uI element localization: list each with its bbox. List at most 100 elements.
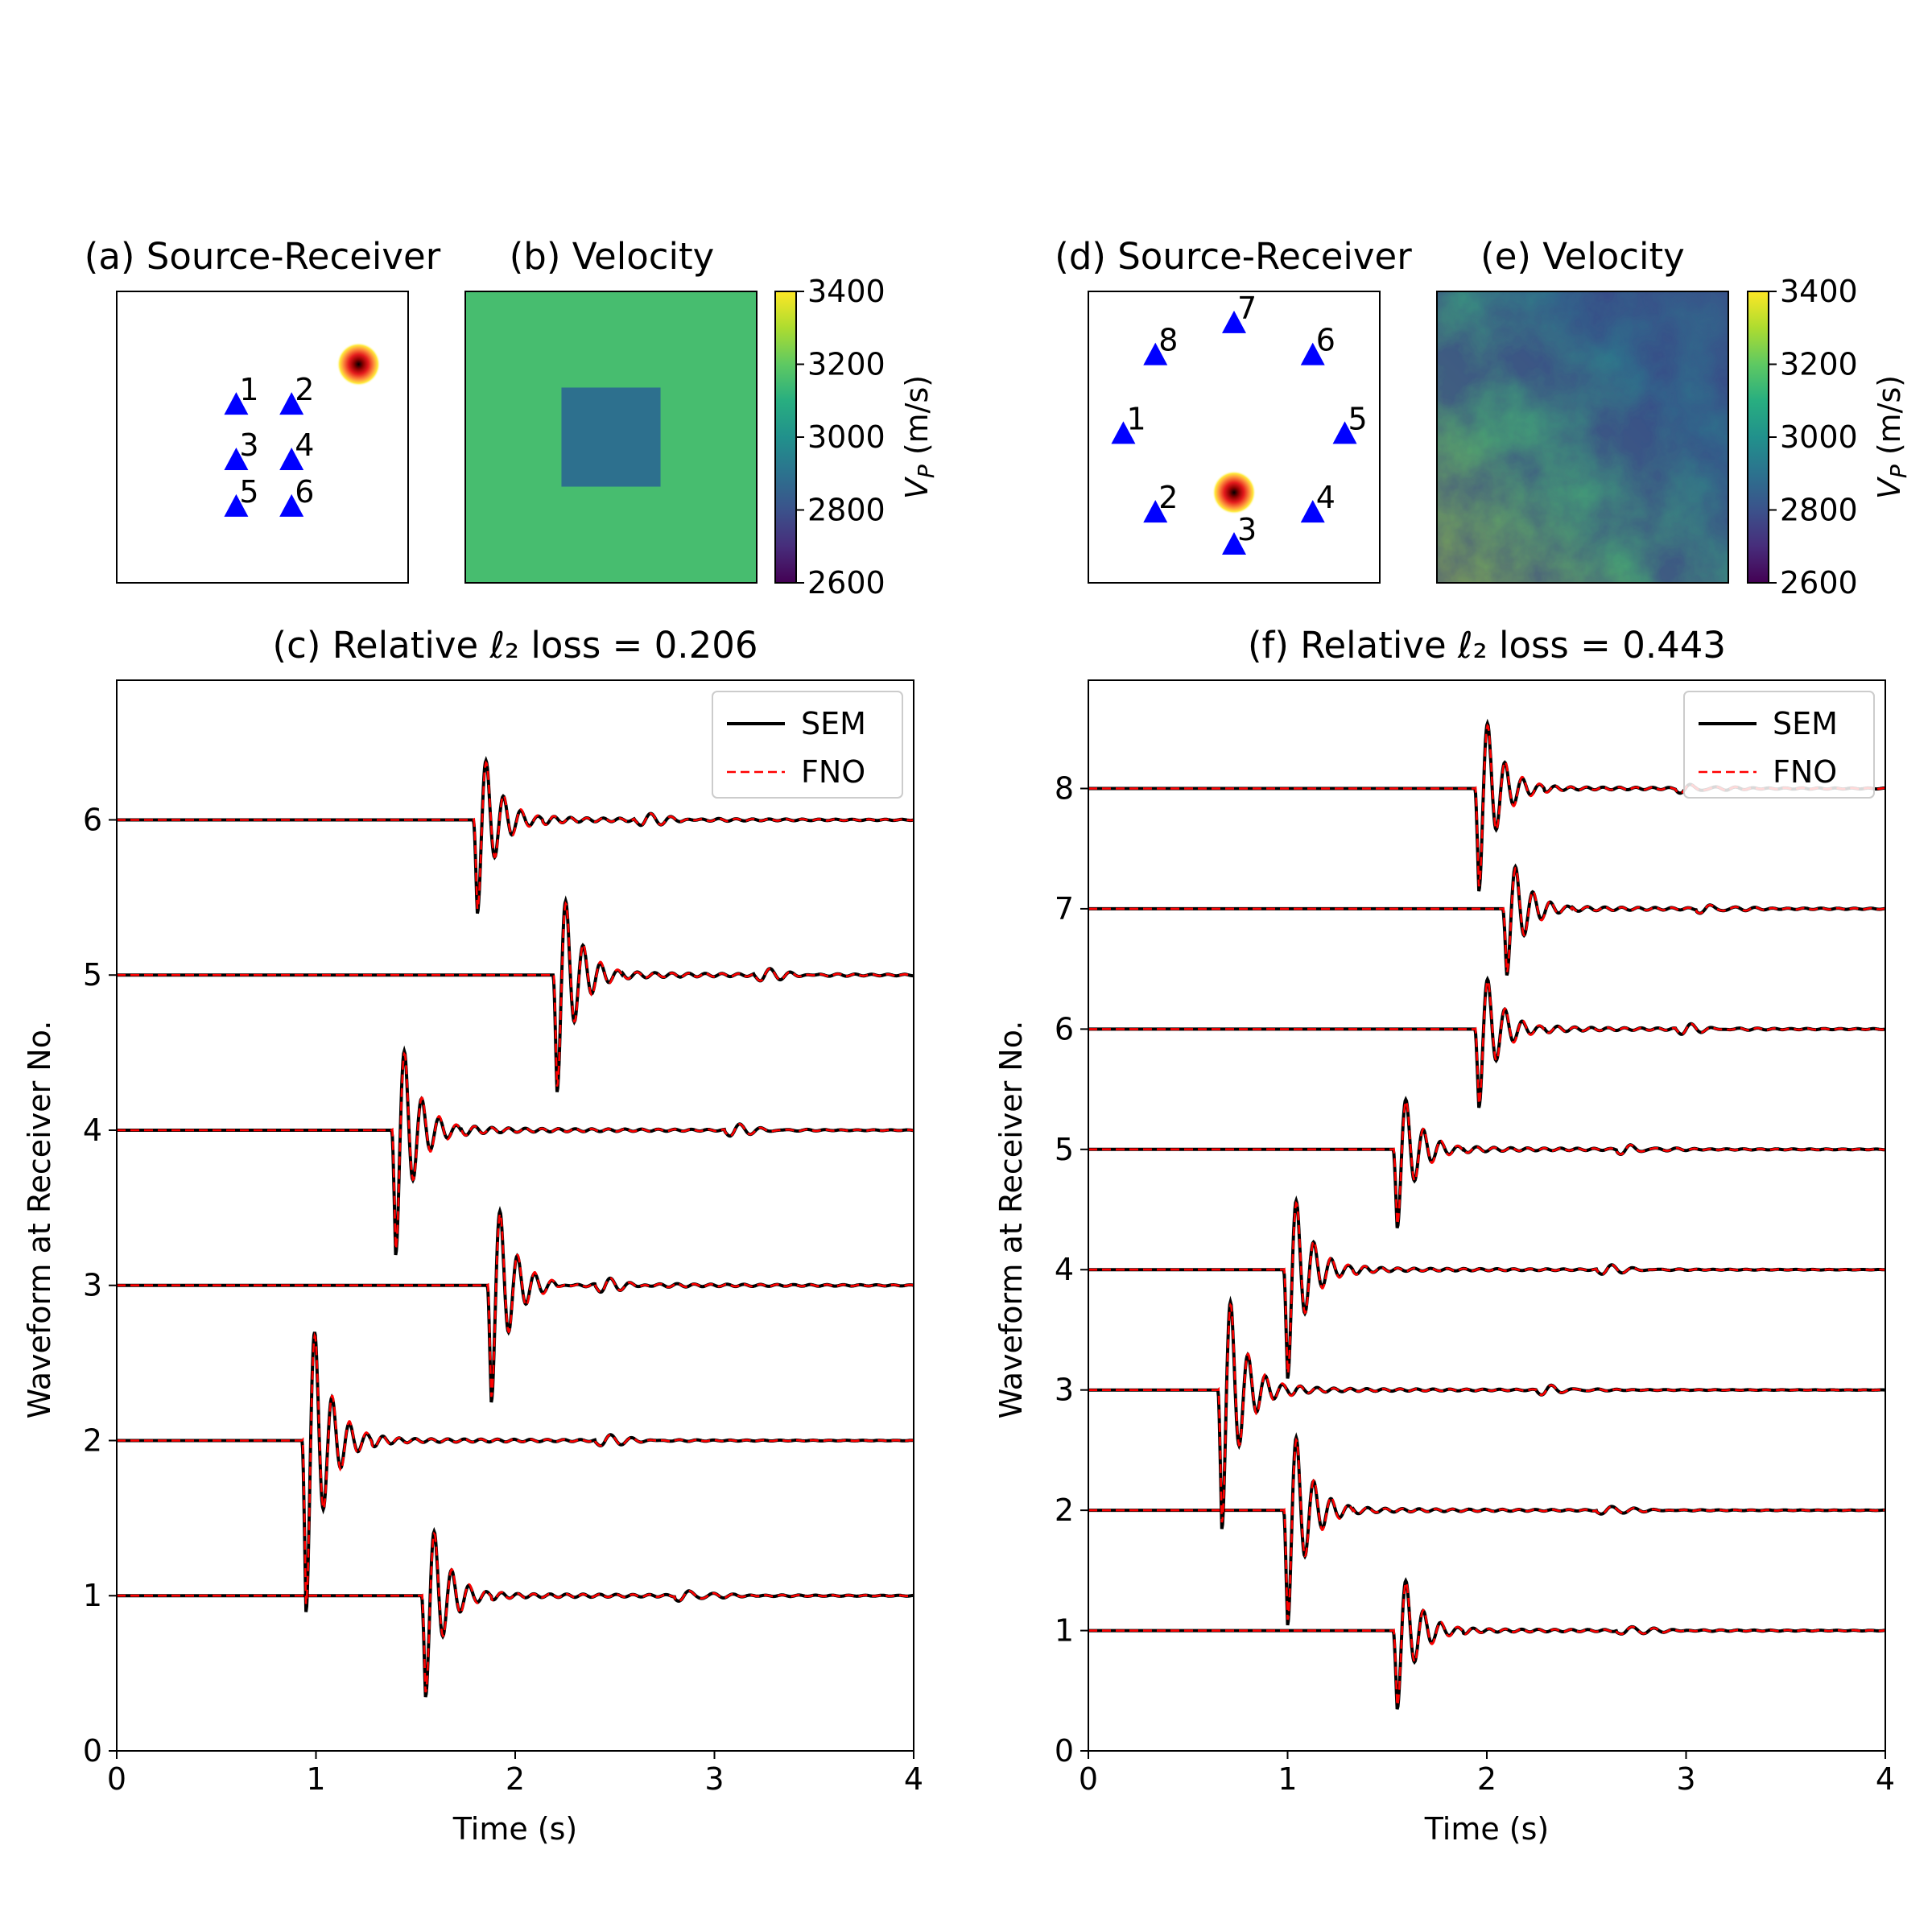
receiver-label: 7 <box>1237 291 1257 326</box>
fno-trace-receiver-4 <box>1088 1200 1885 1374</box>
source-marker <box>336 342 381 386</box>
map-frame <box>1088 291 1381 584</box>
receiver-marker <box>1143 500 1168 523</box>
panel-f-ylabel: Waveform at Receiver No. <box>993 1021 1029 1419</box>
receiver-marker <box>279 392 304 415</box>
panel-b-title: (b) Velocity <box>510 235 715 278</box>
y-tick-label: 6 <box>83 802 102 837</box>
map-frame <box>1436 291 1729 584</box>
colorbar-label: VP (m/s) <box>1872 375 1912 499</box>
x-tick-label: 2 <box>506 1761 525 1797</box>
x-tick-label: 4 <box>904 1761 923 1797</box>
receiver-label: 2 <box>295 372 314 407</box>
fno-trace-receiver-2 <box>1088 1437 1885 1620</box>
trace-group <box>1088 718 1885 1710</box>
x-tick-label: 1 <box>306 1761 325 1797</box>
y-tick-label: 8 <box>1055 770 1074 806</box>
panel-e-velocity-map: 3400 3200 3000 2800 2600 VP (m/s) <box>1436 274 1912 601</box>
panel-e-title: (e) Velocity <box>1480 235 1685 278</box>
fno-trace-receiver-1 <box>117 1531 914 1693</box>
plot-area <box>1088 680 1885 1751</box>
velocity-inclusion <box>561 387 661 487</box>
receiver-label: 6 <box>295 474 314 510</box>
receiver-label: 5 <box>1348 401 1368 436</box>
receiver-marker <box>1111 421 1136 444</box>
receiver-label: 6 <box>1316 323 1335 358</box>
map-frame <box>464 291 758 584</box>
y-tick-label: 5 <box>83 957 102 993</box>
fno-trace-receiver-4 <box>117 1051 914 1249</box>
colorbar-tick-label: 2800 <box>807 493 886 528</box>
panel-d-source-receiver: 1 2 3 4 5 6 7 8 <box>1088 291 1381 584</box>
x-tick-label: 1 <box>1278 1761 1297 1797</box>
y-tick-label: 5 <box>1055 1132 1074 1167</box>
fno-trace-receiver-5 <box>117 901 914 1087</box>
fno-trace-receiver-6 <box>1088 979 1885 1104</box>
plot-area <box>117 680 914 1751</box>
receiver-marker <box>1143 342 1168 365</box>
colorbar-tick-label: 3000 <box>807 419 886 455</box>
panel-c-title: (c) Relative ℓ₂ loss = 0.206 <box>273 624 758 667</box>
receiver-marker <box>224 392 249 415</box>
receiver-marker <box>1222 531 1246 555</box>
panel-c-xlabel: Time (s) <box>452 1811 578 1847</box>
y-tick-label: 4 <box>83 1113 102 1148</box>
colorbar-tick-label: 3200 <box>807 347 886 382</box>
y-tick-label: 0 <box>1055 1733 1074 1769</box>
colorbar <box>774 291 797 584</box>
panel-c-waveforms: 0 1 2 3 4 0 1 2 3 4 5 6 SEM FNO <box>83 679 923 1797</box>
receiver-label: 8 <box>1158 323 1178 358</box>
colorbar-label: VP (m/s) <box>899 375 939 499</box>
y-tick-label: 4 <box>1055 1252 1074 1287</box>
receiver-label: 2 <box>1158 480 1178 515</box>
receiver-marker <box>224 493 249 517</box>
fno-trace-receiver-3 <box>1088 1302 1885 1523</box>
panel-f-title: (f) Relative ℓ₂ loss = 0.443 <box>1248 624 1726 667</box>
y-tick-label: 2 <box>1055 1492 1074 1528</box>
receiver-label: 5 <box>239 474 258 510</box>
panel-d-title: (d) Source-Receiver <box>1055 235 1412 278</box>
source-marker <box>1212 470 1256 514</box>
fno-trace-receiver-7 <box>1088 866 1885 973</box>
receiver-marker <box>1300 342 1325 365</box>
panel-c-ylabel: Waveform at Receiver No. <box>22 1021 57 1419</box>
receiver-label: 1 <box>239 372 258 407</box>
receiver-label: 3 <box>239 427 258 463</box>
velocity-field-texture <box>1437 291 1728 583</box>
receiver-marker <box>279 447 304 470</box>
x-tick-label: 2 <box>1477 1761 1496 1797</box>
y-tick-label: 7 <box>1055 891 1074 927</box>
map-background <box>117 291 408 583</box>
colorbar-tick-label: 2600 <box>1780 565 1858 601</box>
y-tick-label: 6 <box>1055 1011 1074 1046</box>
receiver-marker <box>1300 500 1325 523</box>
receiver-marker <box>1332 421 1357 444</box>
receiver-marker <box>224 447 249 470</box>
map-frame <box>116 291 409 584</box>
receiver-marker <box>279 493 304 517</box>
colorbar-tick-label: 3000 <box>1780 419 1858 455</box>
legend-label-sem: SEM <box>801 706 866 741</box>
y-tick-label: 3 <box>1055 1373 1074 1408</box>
colorbar <box>1747 291 1769 584</box>
panel-a-source-receiver: 1 2 3 4 5 6 <box>116 291 409 584</box>
fno-trace-receiver-6 <box>117 760 914 910</box>
trace-group <box>117 756 914 1698</box>
fno-trace-receiver-3 <box>117 1212 914 1397</box>
legend-label-fno: FNO <box>801 754 865 790</box>
panel-f-waveforms: 0 1 2 3 4 0 1 2 3 4 5 6 7 8 SEM FNO <box>1055 679 1895 1797</box>
colorbar-tick-label: 2800 <box>1780 493 1858 528</box>
x-tick-label: 3 <box>704 1761 724 1797</box>
y-tick-label: 1 <box>83 1578 102 1613</box>
sem-trace-receiver-2 <box>117 1331 914 1612</box>
colorbar-tick-label: 3400 <box>1780 274 1858 309</box>
x-tick-label: 0 <box>1079 1761 1098 1797</box>
receiver-label: 3 <box>1237 512 1257 547</box>
y-tick-label: 1 <box>1055 1613 1074 1649</box>
y-tick-label: 2 <box>83 1422 102 1458</box>
receiver-label: 4 <box>295 427 314 463</box>
sem-trace-receiver-6 <box>1088 975 1885 1108</box>
colorbar-tick-label: 3400 <box>807 274 886 309</box>
receiver-label: 4 <box>1316 480 1335 515</box>
